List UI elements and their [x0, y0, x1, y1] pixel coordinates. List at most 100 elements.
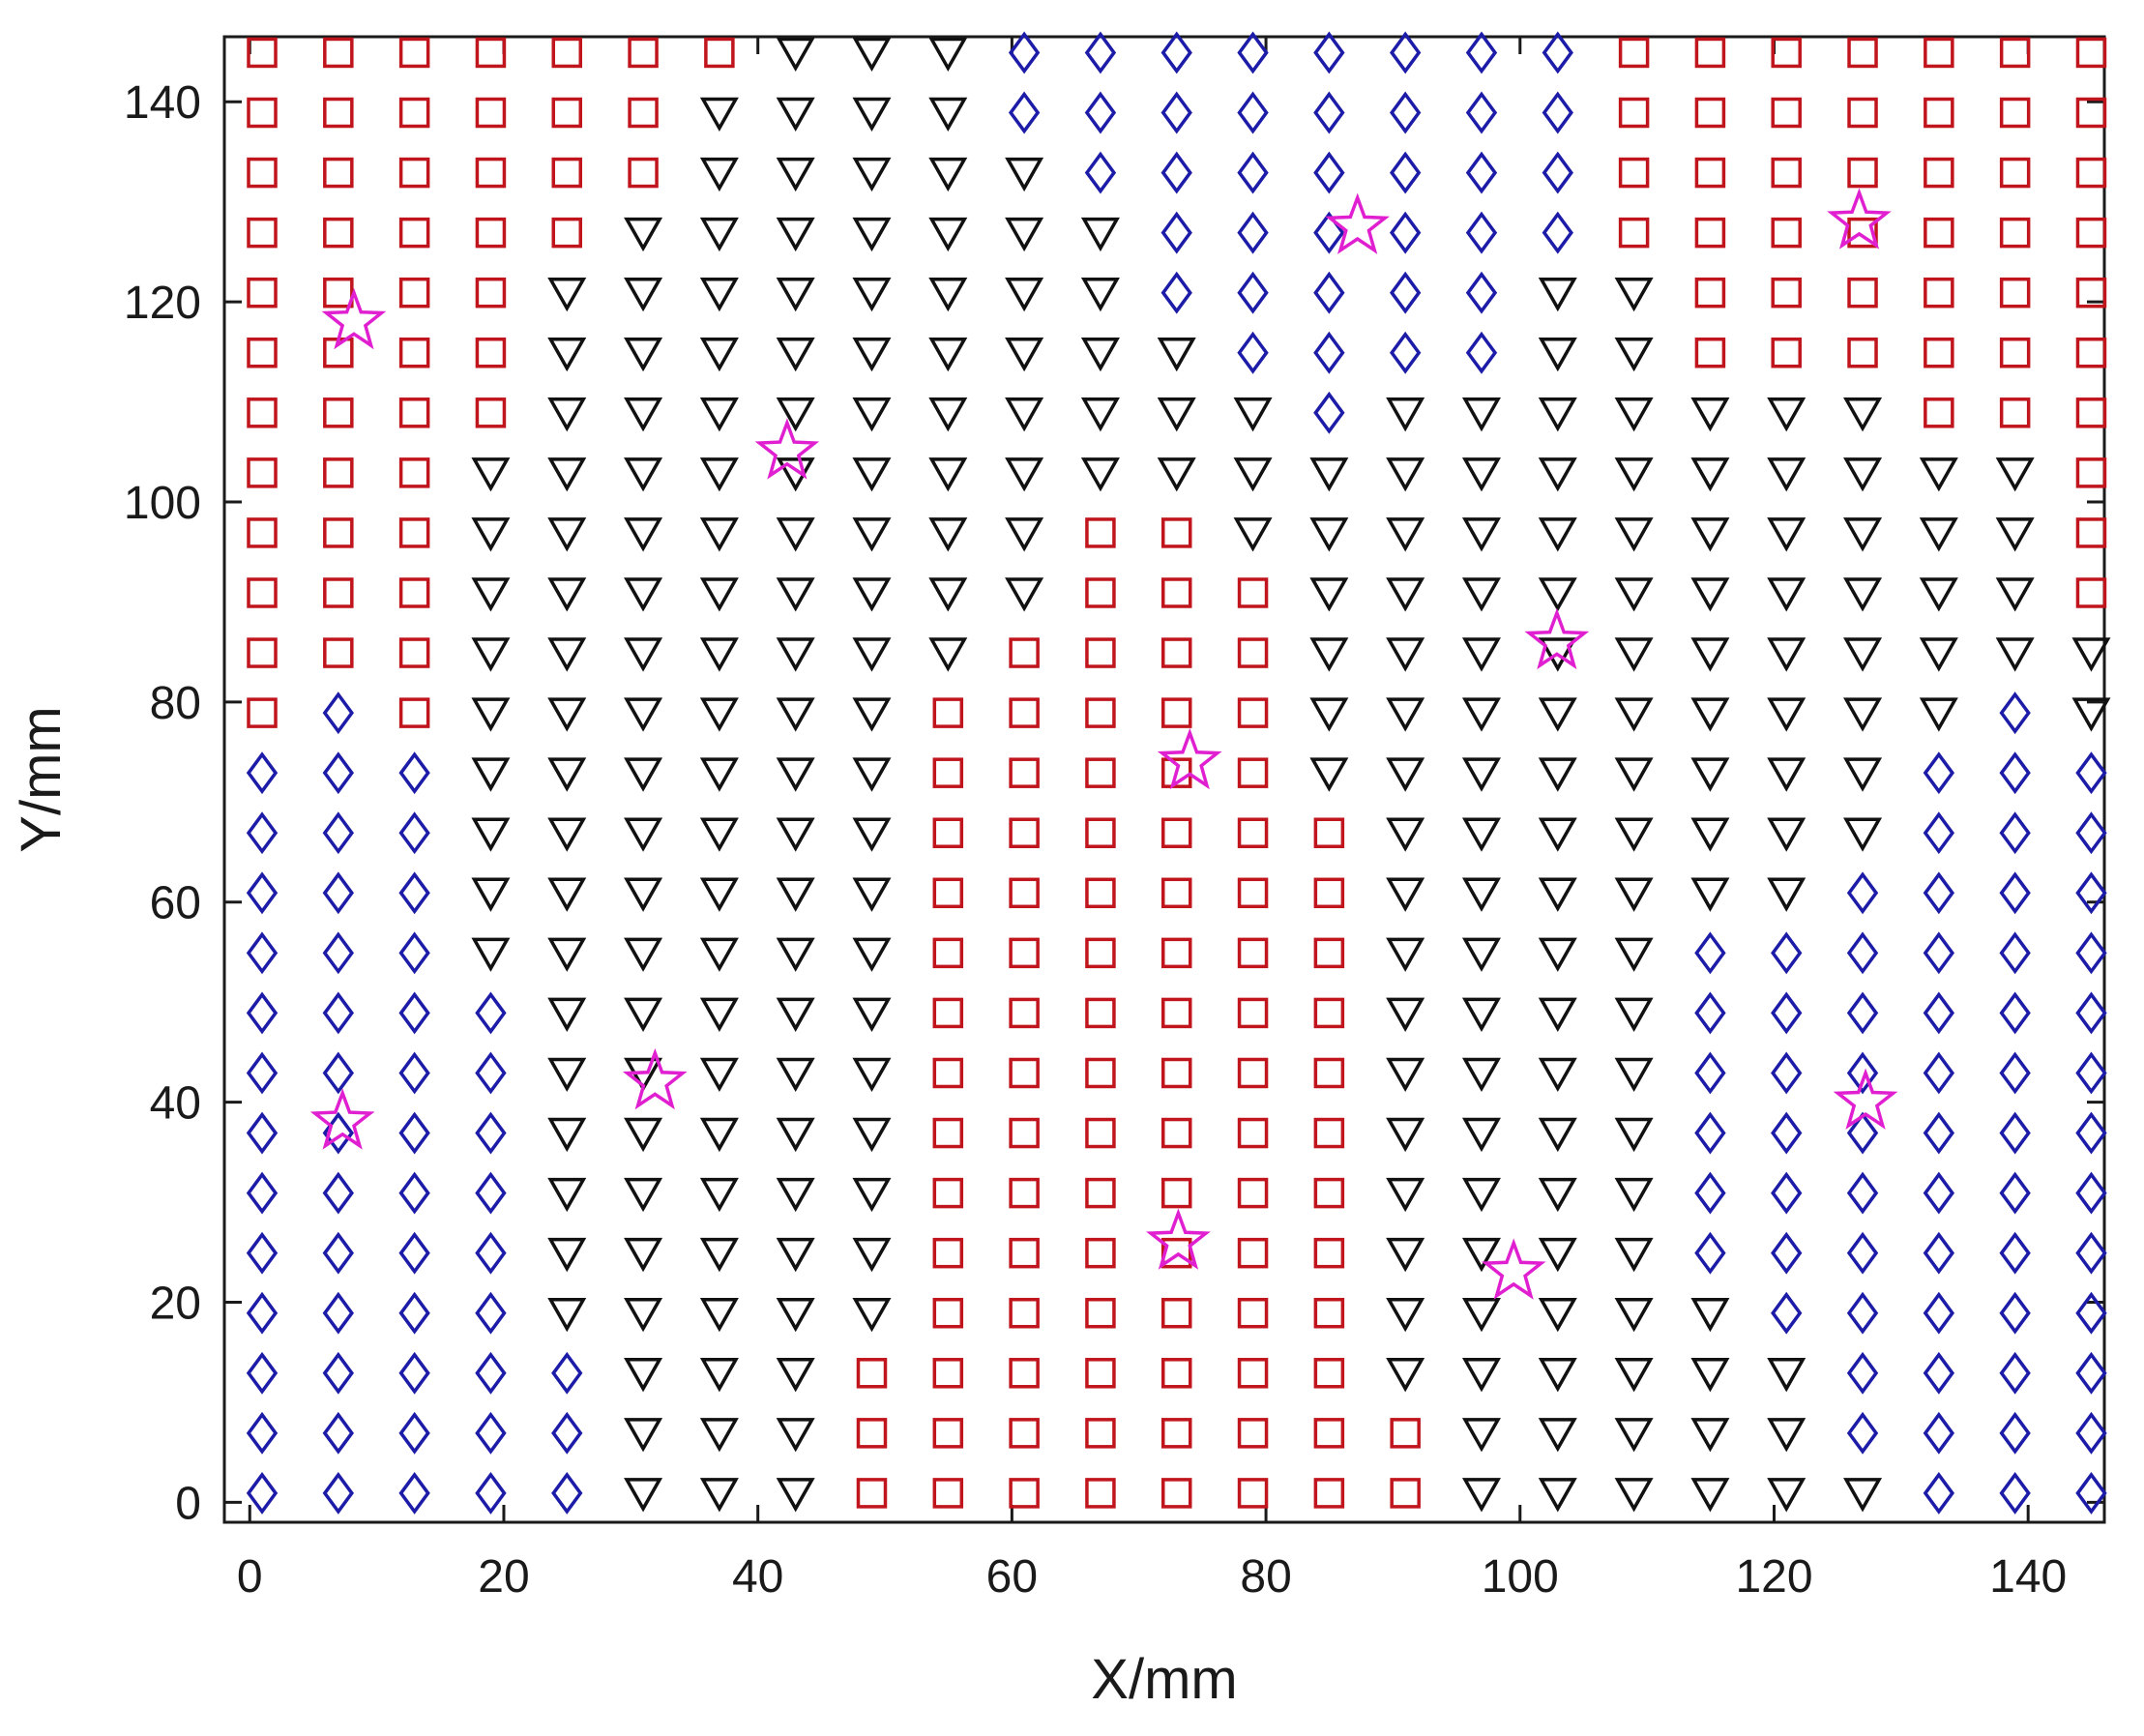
triangle-marker: [1538, 1237, 1577, 1273]
diamond-marker: [398, 1111, 430, 1155]
triangle-marker: [547, 877, 587, 912]
square-marker: [398, 577, 430, 608]
square-marker: [475, 337, 507, 368]
square-marker: [1160, 1478, 1192, 1509]
square-marker: [247, 37, 278, 69]
square-marker: [551, 97, 583, 129]
square-marker: [1160, 697, 1192, 728]
diamond-marker: [1771, 931, 1803, 975]
diamond-marker: [1465, 91, 1498, 134]
triangle-marker: [852, 697, 892, 732]
triangle-marker: [471, 457, 511, 492]
square-marker: [551, 217, 583, 249]
triangle-marker: [1614, 1057, 1654, 1093]
diamond-marker: [1923, 931, 1955, 975]
triangle-marker: [699, 457, 739, 492]
square-marker: [1160, 1297, 1192, 1329]
triangle-marker: [1461, 1297, 1501, 1333]
square-marker: [2075, 157, 2107, 189]
diamond-marker: [1999, 931, 2031, 975]
triangle-marker: [547, 697, 587, 732]
square-marker: [932, 1297, 964, 1329]
triangle-marker: [471, 577, 511, 612]
star-marker: [1524, 607, 1590, 670]
triangle-marker: [852, 637, 892, 672]
diamond-marker: [2075, 991, 2107, 1035]
triangle-marker: [1843, 817, 1883, 852]
diamond-marker: [475, 1411, 507, 1455]
square-marker: [1694, 277, 1726, 309]
y-axis-ticks: 0 20 40 60 80 100 120 140: [124, 77, 2104, 1529]
triangle-marker: [1843, 397, 1883, 432]
diamond-marker: [1542, 91, 1573, 134]
diamond-marker: [1237, 271, 1269, 314]
triangle-marker: [776, 1358, 815, 1393]
square-marker: [1999, 97, 2031, 129]
square-marker: [1009, 1237, 1040, 1269]
diamond-marker: [1008, 91, 1041, 134]
x-tick-label: 100: [1482, 1551, 1559, 1603]
triangle-marker: [1005, 397, 1044, 432]
diamond-marker: [322, 1351, 354, 1395]
diamond-marker: [322, 1411, 354, 1455]
square-marker: [1009, 1478, 1040, 1509]
triangle-marker: [1690, 817, 1730, 852]
triangle-marker: [1614, 697, 1654, 732]
triangle-marker: [1690, 1478, 1730, 1513]
diamond-marker: [246, 931, 279, 975]
square-marker: [475, 37, 507, 69]
diamond-marker: [1160, 211, 1192, 254]
diamond-marker: [398, 1351, 430, 1395]
triangle-marker: [699, 97, 739, 132]
diamond-marker: [1999, 1411, 2031, 1455]
triangle-marker: [1461, 637, 1501, 672]
diamond-marker: [1923, 1351, 1955, 1395]
square-marker: [932, 1057, 964, 1089]
triangle-marker: [1538, 1418, 1577, 1453]
diamond-marker: [1923, 1051, 1955, 1095]
square-marker: [1009, 1358, 1040, 1389]
triangle-marker: [1919, 457, 1958, 492]
square-marker: [932, 757, 964, 788]
diamond-marker: [1389, 91, 1422, 134]
triangle-marker: [1843, 457, 1883, 492]
triangle-marker: [1690, 1418, 1730, 1453]
square-marker: [1618, 217, 1650, 249]
diamond-marker: [322, 1171, 354, 1215]
triangle-marker: [1767, 577, 1806, 612]
square-marker: [398, 337, 430, 368]
square-marker: [1390, 1478, 1421, 1509]
diamond-marker: [398, 1411, 430, 1455]
diamond-marker: [246, 1351, 279, 1395]
triangle-marker: [1080, 337, 1120, 372]
triangle-marker: [776, 1237, 815, 1273]
triangle-marker: [624, 517, 663, 552]
square-marker: [932, 877, 964, 909]
square-marker: [932, 937, 964, 969]
square-marker: [1009, 1418, 1040, 1449]
triangle-marker: [699, 697, 739, 732]
diamond-marker: [1771, 1231, 1803, 1275]
triangle-marker: [1080, 217, 1120, 252]
square-marker: [1085, 1297, 1116, 1329]
triangle-marker: [1767, 877, 1806, 912]
triangle-marker: [1690, 457, 1730, 492]
diamond-marker: [2075, 1111, 2107, 1155]
triangle-marker: [1005, 337, 1044, 372]
square-marker: [1924, 157, 1954, 189]
x-tick-label: 20: [478, 1551, 529, 1603]
triangle-marker: [699, 1478, 739, 1513]
triangle-marker: [1614, 1478, 1654, 1513]
square-marker: [1237, 1478, 1269, 1509]
triangle-marker: [699, 217, 739, 252]
triangle-marker: [852, 1297, 892, 1333]
diamond-marker: [2075, 1351, 2107, 1395]
diamond-marker: [398, 751, 430, 795]
square-marker: [247, 337, 278, 368]
triangle-marker: [1614, 1358, 1654, 1393]
diamond-marker: [1237, 211, 1269, 254]
triangle-marker: [776, 817, 815, 852]
diamond-marker: [322, 871, 354, 915]
triangle-marker: [852, 97, 892, 132]
